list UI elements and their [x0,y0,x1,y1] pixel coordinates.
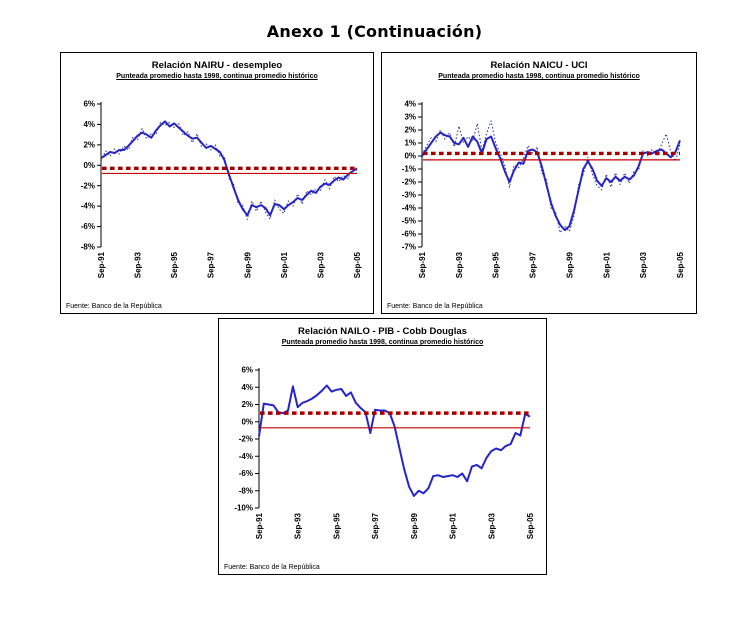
chart-panel-naicu-uci: Relación NAICU - UCI Punteada promedio h… [381,52,697,314]
chart-title: Relación NAIRU - desempleo [151,60,283,71]
svg-text:-10%: -10% [234,504,253,513]
source-note: Fuente: Banco de la República [387,303,483,310]
svg-text:Sep-95: Sep-95 [332,512,341,539]
chart-title: Relación NAICU - UCI [490,60,588,71]
svg-text:-6%: -6% [81,222,95,231]
chart-subtitle: Punteada promedio hasta 1998, continua p… [116,73,318,80]
svg-text:Sep-95: Sep-95 [170,251,179,278]
svg-text:Sep-01: Sep-01 [449,512,458,539]
svg-text:-2%: -2% [81,181,95,190]
chart-canvas: 6% 4% 2% 0% -2% -4% -6% -8% -10%Sep-91 Sep-93 Sep-… [234,366,535,540]
chart-subtitle: Punteada promedio hasta 1998, continua p… [438,73,640,80]
svg-text:Sep-91: Sep-91 [97,251,106,278]
chart-canvas: 6% 4% 2% 0% -2% -4% -6% -8%Sep-91 Sep-93 Sep-95 Se… [81,100,362,279]
svg-text:Sep-93: Sep-93 [455,251,464,278]
svg-text:4%: 4% [404,100,416,109]
svg-text:1%: 1% [404,139,416,148]
svg-text:-3%: -3% [402,191,416,200]
svg-text:Sep-05: Sep-05 [526,512,535,539]
chart-canvas: 4% 3% 2% 1% 0% -1% -2% -3% -4% -5% -6% -7%Sep-91 Sep… [402,100,685,279]
svg-text:4%: 4% [83,120,95,129]
svg-text:Sep-91: Sep-91 [255,512,264,539]
source-note: Fuente: Banco de la República [66,303,162,310]
page-title: Anexo 1 (Continuación) [266,22,483,41]
svg-text:6%: 6% [83,100,95,109]
chart-panel-nailo-pib: Relación NAILO - PIB - Cobb Douglas Punt… [218,318,547,575]
svg-text:Sep-99: Sep-99 [243,251,252,278]
svg-text:Sep-95: Sep-95 [492,251,501,278]
svg-text:2%: 2% [241,400,253,409]
svg-text:Sep-97: Sep-97 [529,251,538,278]
svg-text:Sep-03: Sep-03 [316,251,325,278]
chart-panel-nairu-desempleo: Relación NAIRU - desempleo Punteada prom… [60,52,374,314]
svg-text:-1%: -1% [402,165,416,174]
svg-text:Sep-05: Sep-05 [353,251,362,278]
svg-text:0%: 0% [404,152,416,161]
svg-text:Sep-01: Sep-01 [602,251,611,278]
svg-text:Sep-97: Sep-97 [207,251,216,278]
svg-text:2%: 2% [83,140,95,149]
svg-text:-5%: -5% [402,217,416,226]
svg-text:Sep-03: Sep-03 [487,512,496,539]
svg-text:-6%: -6% [402,230,416,239]
svg-text:-2%: -2% [239,435,253,444]
svg-text:-8%: -8% [81,243,95,252]
svg-text:-8%: -8% [239,486,253,495]
svg-text:Sep-05: Sep-05 [676,251,685,278]
chart-subtitle: Punteada promedio hasta 1998, continua p… [281,339,484,346]
svg-text:Sep-99: Sep-99 [410,512,419,539]
nailo-plot-area: 6% 4% 2% 0% -2% -4% -6% -8% -10% Sep-91 Sep-93 Sep-… [221,364,544,558]
naicu-plot-area: 4% 3% 2% 1% 0% -1% -2% -3% -4% -5% -6% -7% Sep-91 Sep… [384,98,694,297]
source-note: Fuente: Banco de la República [224,564,320,571]
svg-text:-7%: -7% [402,243,416,252]
svg-text:0%: 0% [83,161,95,170]
svg-text:Sep-93: Sep-93 [294,512,303,539]
svg-text:6%: 6% [241,366,253,375]
nairu-plot-area: 6% 4% 2% 0% -2% -4% -6% -8% Sep-91 Sep-93 Sep-95 Se… [63,98,371,297]
svg-text:-4%: -4% [81,202,95,211]
svg-text:Sep-01: Sep-01 [280,251,289,278]
svg-text:4%: 4% [241,383,253,392]
svg-text:Sep-97: Sep-97 [371,512,380,539]
svg-text:-6%: -6% [239,469,253,478]
svg-text:Sep-91: Sep-91 [418,251,427,278]
svg-text:Sep-93: Sep-93 [134,251,143,278]
svg-text:Sep-99: Sep-99 [565,251,574,278]
svg-text:2%: 2% [404,126,416,135]
svg-text:-2%: -2% [402,178,416,187]
svg-text:0%: 0% [241,417,253,426]
svg-text:-4%: -4% [239,452,253,461]
svg-text:Sep-03: Sep-03 [639,251,648,278]
svg-text:-4%: -4% [402,204,416,213]
svg-text:3%: 3% [404,113,416,122]
chart-title: Relación NAILO - PIB - Cobb Douglas [298,326,467,337]
